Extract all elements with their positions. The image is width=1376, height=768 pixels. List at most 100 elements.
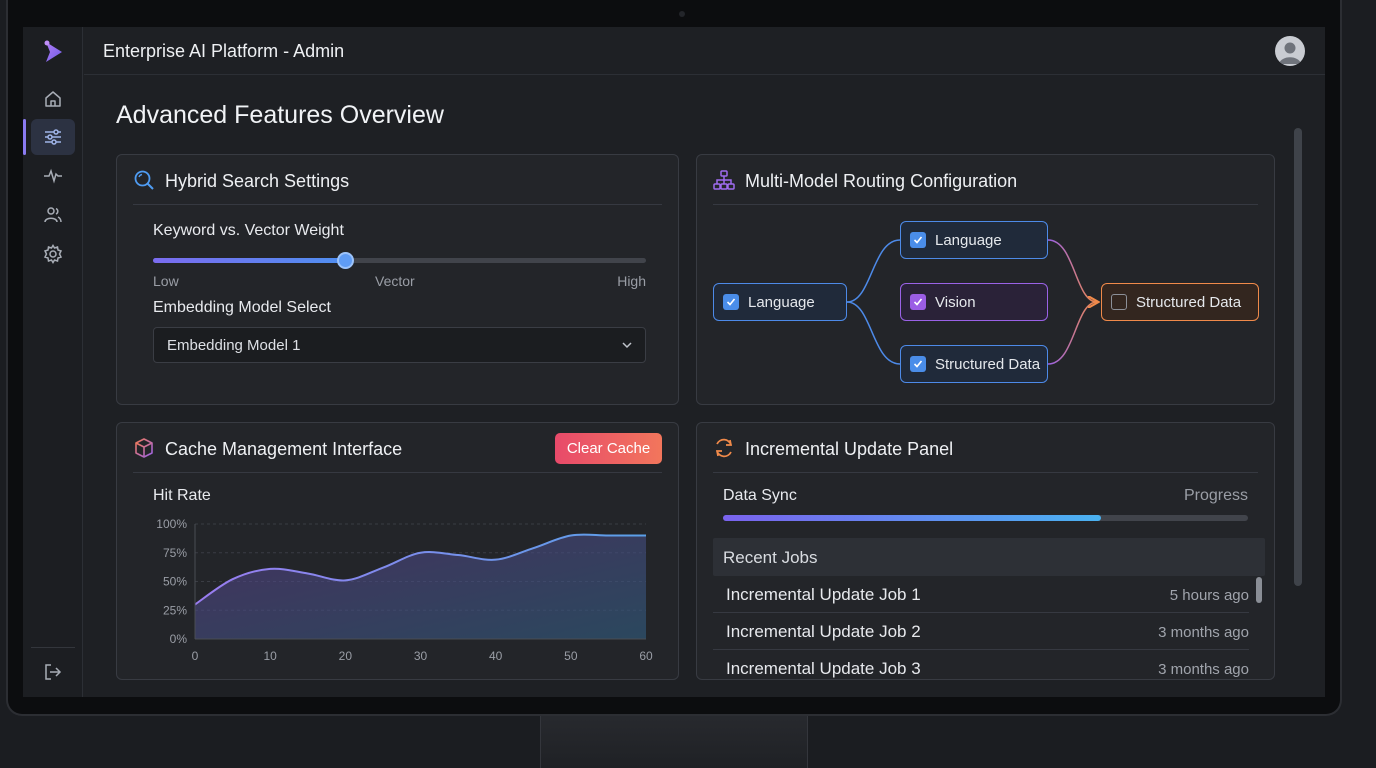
- x-tick-label: 20: [339, 649, 353, 663]
- nav-active-indicator: [23, 119, 26, 155]
- y-tick-label: 75%: [163, 546, 187, 560]
- jobs-scrollbar[interactable]: [1256, 577, 1262, 603]
- x-tick-label: 50: [564, 649, 578, 663]
- x-tick-label: 60: [639, 649, 653, 663]
- job-name: Incremental Update Job 1: [726, 585, 921, 604]
- weight-slider-fill: [153, 258, 346, 263]
- logo-icon[interactable]: [41, 39, 67, 65]
- chevron-down-icon: [622, 342, 632, 349]
- page-title: Advanced Features Overview: [116, 101, 444, 129]
- route-target-language[interactable]: Language: [900, 221, 1048, 259]
- sidebar-item-settings[interactable]: [31, 236, 75, 272]
- route-source-label: Language: [748, 293, 815, 311]
- incremental-title: Incremental Update Panel: [745, 439, 954, 459]
- route-source-node[interactable]: Language: [713, 283, 847, 321]
- main-content: Advanced Features Overview Hybrid Search…: [84, 76, 1307, 697]
- job-time: 5 hours ago: [1169, 587, 1249, 604]
- hit-rate-chart: 0% 25% 50% 75% 100% 0 10 20 30 40 50 60: [156, 517, 653, 663]
- divider: [133, 472, 662, 473]
- route-target-label: Structured Data: [935, 355, 1041, 373]
- hit-rate-line: [194, 533, 646, 606]
- job-row[interactable]: Incremental Update Job 3 3 months ago: [713, 650, 1249, 679]
- y-tick-label: 100%: [156, 517, 187, 531]
- search-icon: [134, 170, 154, 190]
- page-scrollbar[interactable]: [1294, 128, 1302, 586]
- sidebar-divider: [31, 647, 75, 648]
- webcam: [679, 11, 685, 17]
- y-tick-label: 0%: [170, 632, 188, 646]
- embedding-model-select[interactable]: Embedding Model 1: [153, 327, 646, 363]
- x-tick-label: 30: [414, 649, 428, 663]
- sync-progress-bar: [723, 515, 1248, 521]
- screen: Enterprise AI Platform - Admin Advanced …: [23, 27, 1325, 697]
- checkbox-checked-icon[interactable]: [723, 294, 739, 310]
- hybrid-search-title: Hybrid Search Settings: [165, 171, 350, 191]
- chart-title: Hit Rate: [153, 487, 211, 504]
- job-row[interactable]: Incremental Update Job 2 3 months ago: [713, 613, 1249, 650]
- route-target-label: Language: [935, 231, 1002, 249]
- job-time: 3 months ago: [1158, 624, 1249, 641]
- model-select-label: Embedding Model Select: [153, 299, 331, 316]
- checkbox-checked-icon[interactable]: [910, 232, 926, 248]
- sidebar-item-settings-sliders[interactable]: [31, 119, 75, 155]
- job-row[interactable]: Incremental Update Job 1 5 hours ago: [713, 576, 1249, 613]
- sidebar-item-users[interactable]: [31, 197, 75, 233]
- avatar[interactable]: [1275, 36, 1305, 66]
- embedding-model-value: Embedding Model 1: [167, 337, 301, 354]
- x-tick-label: 40: [489, 649, 503, 663]
- routing-title: Multi-Model Routing Configuration: [745, 171, 1018, 191]
- app-title: Enterprise AI Platform - Admin: [103, 41, 345, 61]
- y-tick-label: 50%: [163, 575, 187, 589]
- slider-high-label: High: [617, 273, 646, 289]
- x-tick-label: 10: [263, 649, 277, 663]
- data-sync-label: Data Sync: [723, 487, 797, 504]
- sidebar: [23, 27, 83, 697]
- incremental-card: Incremental Update Panel Data Sync Progr…: [696, 422, 1275, 680]
- weight-slider[interactable]: [153, 252, 646, 269]
- refresh-icon: [715, 438, 733, 458]
- weight-label: Keyword vs. Vector Weight: [153, 222, 344, 239]
- routing-card: Multi-Model Routing Configuration: [696, 154, 1275, 405]
- logout-button[interactable]: [31, 654, 75, 690]
- cache-title: Cache Management Interface: [165, 439, 403, 459]
- routing-connectors: [846, 239, 1276, 365]
- clear-cache-button[interactable]: Clear Cache: [555, 433, 662, 464]
- home-icon: [45, 91, 61, 107]
- weight-slider-thumb[interactable]: [337, 252, 355, 269]
- hybrid-search-card: Hybrid Search Settings Keyword vs. Vecto…: [116, 154, 679, 405]
- divider: [713, 472, 1258, 473]
- route-output-label: Structured Data: [1136, 293, 1242, 311]
- slider-mid-label: Vector: [375, 273, 415, 289]
- sidebar-item-activity[interactable]: [31, 158, 75, 194]
- slider-low-label: Low: [153, 273, 179, 289]
- route-output-node[interactable]: Structured Data: [1101, 283, 1259, 321]
- logout-icon: [45, 664, 62, 680]
- user-avatar-icon: [1279, 42, 1301, 64]
- activity-icon: [44, 168, 62, 184]
- route-target-structured-data[interactable]: Structured Data: [900, 345, 1048, 383]
- sliders-icon: [45, 129, 61, 145]
- route-target-vision[interactable]: Vision: [900, 283, 1048, 321]
- hit-rate-area: [195, 534, 646, 639]
- job-name: Incremental Update Job 3: [726, 659, 921, 678]
- recent-jobs-header: Recent Jobs: [713, 538, 1265, 576]
- gear-icon: [43, 244, 63, 264]
- users-icon: [44, 207, 62, 223]
- job-name: Incremental Update Job 2: [726, 622, 921, 641]
- y-tick-label: 25%: [163, 603, 187, 617]
- route-target-label: Vision: [935, 293, 976, 311]
- checkbox-checked-icon[interactable]: [910, 356, 926, 372]
- job-time: 3 months ago: [1158, 661, 1249, 678]
- sync-progress-fill: [723, 515, 1101, 521]
- divider: [713, 204, 1258, 205]
- x-tick-label: 0: [192, 649, 199, 663]
- checkbox-unchecked-icon[interactable]: [1111, 294, 1127, 310]
- network-icon: [713, 170, 735, 190]
- checkbox-checked-icon[interactable]: [910, 294, 926, 310]
- progress-label: Progress: [1183, 487, 1248, 504]
- top-header: Enterprise AI Platform - Admin: [84, 27, 1325, 75]
- cache-card: Cache Management Interface Clear Cache H…: [116, 422, 679, 680]
- sidebar-item-home[interactable]: [31, 81, 75, 117]
- divider: [133, 204, 662, 205]
- cube-icon: [135, 438, 153, 458]
